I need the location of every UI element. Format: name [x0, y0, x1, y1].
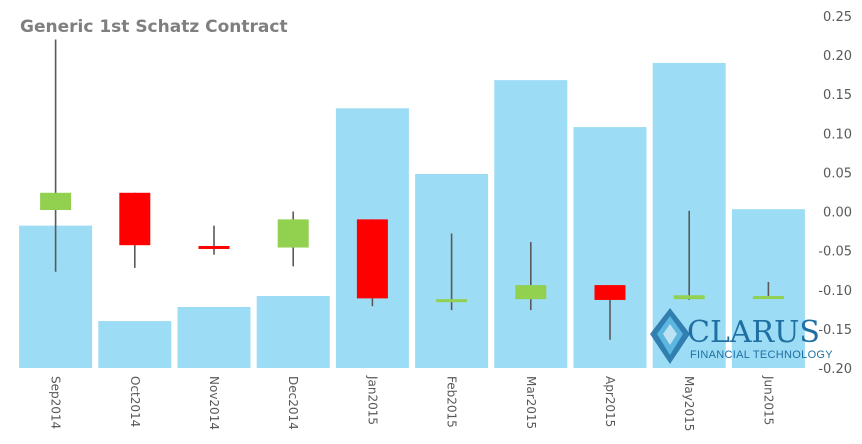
- x-axis: Sep2014 Oct2014 Nov2014 Dec2014 Jan2015 Feb20…: [49, 375, 776, 431]
- x-tick-label-May2015: May2015: [682, 376, 696, 431]
- x-tick-label-Feb2015: Feb2015: [445, 376, 459, 428]
- candle-Oct2014: [119, 192, 151, 246]
- x-tick-label-Jun2015: Jun2015: [761, 375, 775, 425]
- clarus-diamond-icon: [650, 308, 690, 364]
- candle-Dec2014: [277, 219, 309, 248]
- chart-title: Generic 1st Schatz Contract: [20, 17, 288, 37]
- y-tick-label: -0.10: [818, 284, 852, 299]
- x-tick-label-Apr2015: Apr2015: [603, 376, 617, 427]
- clarus-logo: CLARUS FINANCIAL TECHNOLOGY: [650, 308, 833, 364]
- candle-Apr2015: [594, 285, 626, 300]
- candles-layer: [40, 39, 784, 340]
- candle-Mar2015: [515, 285, 547, 300]
- y-tick-label: 0.00: [823, 206, 852, 221]
- logo-name: CLARUS: [687, 315, 820, 350]
- candle-May2015: [673, 295, 705, 300]
- bar-Mar2015: [494, 80, 568, 369]
- x-tick-label-Oct2014: Oct2014: [128, 376, 142, 427]
- candle-Jan2015: [356, 219, 388, 299]
- y-axis: 0.25 0.20 0.15 0.10 0.05 0.00 -0.05 -0.10 -0.15 -…: [818, 10, 852, 377]
- x-tick-label-Nov2014: Nov2014: [207, 376, 221, 430]
- y-tick-label: 0.05: [823, 166, 852, 181]
- y-tick-label: 0.10: [823, 127, 852, 142]
- y-tick-label: -0.05: [818, 245, 852, 260]
- candle-Jun2015: [752, 296, 784, 300]
- x-tick-label-Jan2015: Jan2015: [365, 375, 379, 425]
- bar-Nov2014: [177, 306, 251, 368]
- x-tick-label-Mar2015: Mar2015: [524, 376, 538, 429]
- y-tick-label: -0.15: [818, 323, 852, 338]
- y-tick-label: 0.25: [823, 10, 852, 25]
- candle-Feb2015: [436, 299, 468, 303]
- y-tick-label: -0.20: [818, 362, 852, 377]
- x-tick-label-Dec2014: Dec2014: [286, 376, 300, 430]
- logo-tagline: FINANCIAL TECHNOLOGY: [690, 349, 833, 361]
- candle-Sep2014: [40, 192, 72, 210]
- bars-layer: [19, 62, 805, 369]
- y-tick-label: 0.15: [823, 88, 852, 103]
- candle-Nov2014: [198, 245, 230, 249]
- y-tick-label: 0.20: [823, 49, 852, 64]
- x-tick-label-Sep2014: Sep2014: [49, 376, 63, 429]
- bar-Dec2014: [256, 296, 330, 368]
- bar-Oct2014: [98, 321, 172, 368]
